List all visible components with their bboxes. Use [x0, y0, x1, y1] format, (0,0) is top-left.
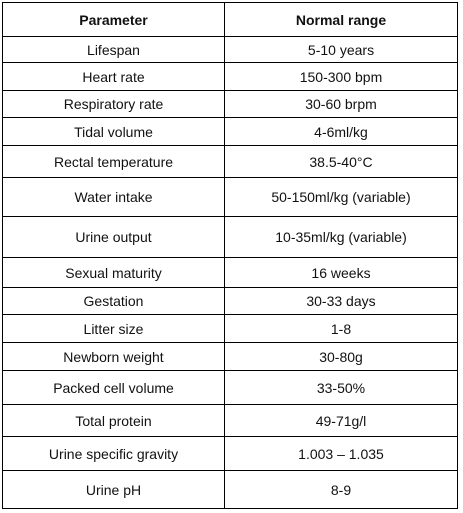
parameter-cell: Urine output	[2, 216, 225, 258]
table-row: Urine specific gravity 1.003 – 1.035	[2, 436, 458, 471]
range-cell: 16 weeks	[224, 257, 458, 288]
parameter-cell: Packed cell volume	[2, 370, 225, 405]
table-row: Urine output 10-35ml/kg (variable)	[2, 216, 458, 258]
range-cell: 1.003 – 1.035	[224, 436, 458, 471]
parameter-cell: Tidal volume	[2, 117, 225, 146]
table-row: Urine pH 8-9	[2, 470, 458, 509]
range-cell: 150-300 bpm	[224, 62, 458, 91]
parameter-cell: Urine specific gravity	[2, 436, 225, 471]
table-row: Newborn weight 30-80g	[2, 342, 458, 371]
parameter-table: Parameter Normal range Lifespan 5-10 year…	[2, 2, 458, 509]
range-cell: 10-35ml/kg (variable)	[224, 216, 458, 258]
range-cell: 33-50%	[224, 370, 458, 405]
table-row: Litter size 1-8	[2, 314, 458, 343]
parameter-cell: Gestation	[2, 287, 225, 315]
table-row: Rectal temperature 38.5-40°C	[2, 145, 458, 178]
parameter-cell: Litter size	[2, 314, 225, 343]
range-cell: 30-33 days	[224, 287, 458, 315]
range-cell: 30-80g	[224, 342, 458, 371]
parameter-cell: Lifespan	[2, 36, 225, 63]
range-cell: 5-10 years	[224, 36, 458, 63]
parameter-cell: Sexual maturity	[2, 257, 225, 288]
parameter-cell: Newborn weight	[2, 342, 225, 371]
table-row: Heart rate 150-300 bpm	[2, 62, 458, 91]
range-cell: 50-150ml/kg (variable)	[224, 177, 458, 217]
table-row: Gestation 30-33 days	[2, 287, 458, 315]
header-row: Parameter Normal range	[2, 2, 458, 37]
parameter-cell: Urine pH	[2, 470, 225, 509]
range-cell: 4-6ml/kg	[224, 117, 458, 146]
table-row: Sexual maturity 16 weeks	[2, 257, 458, 288]
table-row: Lifespan 5-10 years	[2, 36, 458, 63]
range-cell: 30-60 brpm	[224, 90, 458, 118]
parameter-cell: Rectal temperature	[2, 145, 225, 178]
table-row: Total protein 49-71g/l	[2, 404, 458, 437]
range-cell: 1-8	[224, 314, 458, 343]
table-row: Respiratory rate 30-60 brpm	[2, 90, 458, 118]
parameter-cell: Heart rate	[2, 62, 225, 91]
range-cell: 38.5-40°C	[224, 145, 458, 178]
table-row: Water intake 50-150ml/kg (variable)	[2, 177, 458, 217]
parameter-cell: Total protein	[2, 404, 225, 437]
table-row: Packed cell volume 33-50%	[2, 370, 458, 405]
parameter-cell: Respiratory rate	[2, 90, 225, 118]
header-cell: Parameter	[2, 2, 225, 37]
parameter-cell: Water intake	[2, 177, 225, 217]
table-row: Tidal volume 4-6ml/kg	[2, 117, 458, 146]
range-cell: 49-71g/l	[224, 404, 458, 437]
header-cell: Normal range	[224, 2, 458, 37]
range-cell: 8-9	[224, 470, 458, 509]
